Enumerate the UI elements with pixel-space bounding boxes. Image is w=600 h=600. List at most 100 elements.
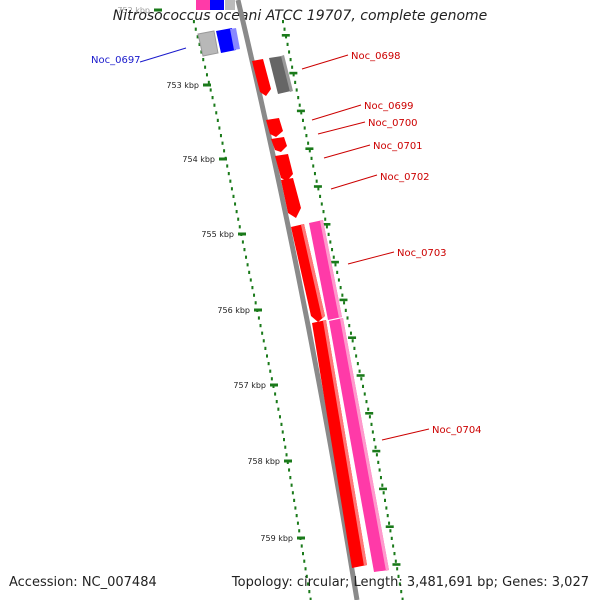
minor-tick [337, 278, 340, 282]
tick-label: 759 kbp [260, 534, 293, 543]
gene-label-noc-0699[interactable]: Noc_0699 [364, 101, 414, 112]
gene-label-leader [139, 47, 187, 63]
minor-tick [356, 362, 359, 366]
gene-label-noc-0704[interactable]: Noc_0704 [432, 425, 482, 436]
minor-tick [200, 50, 203, 54]
genome-backbone [235, 0, 360, 600]
minor-tick [194, 27, 197, 31]
gene-feature-noc-0697[interactable] [197, 28, 240, 57]
gene-label-noc-0702[interactable]: Noc_0702 [380, 172, 430, 183]
minor-tick [315, 179, 318, 183]
minor-tick [362, 384, 365, 388]
minor-tick [292, 73, 295, 77]
minor-tick [312, 164, 315, 168]
tick-label: 758 kbp [247, 457, 280, 466]
gene-feature-noc-0703[interactable] [291, 220, 342, 322]
gene-labels: Noc_0697 Noc_0698 Noc_0699 Noc_0700 Noc_0701… [91, 47, 482, 441]
gene-label-noc-0701[interactable]: Noc_0701 [373, 141, 423, 152]
outer-major-tick [385, 525, 394, 528]
minor-tick [283, 438, 285, 442]
minor-tick [223, 149, 226, 153]
minor-tick [385, 506, 388, 510]
minor-tick [310, 156, 313, 160]
gene-label-noc-0703[interactable]: Noc_0703 [397, 248, 447, 259]
minor-tick [346, 316, 349, 320]
minor-tick [397, 574, 400, 578]
minor-tick [368, 415, 371, 419]
minor-tick [267, 362, 270, 366]
minor-tick [300, 544, 303, 548]
minor-tick [251, 286, 254, 290]
gene-label-noc-0698[interactable]: Noc_0698 [351, 51, 401, 62]
minor-tick [309, 597, 312, 600]
gene-feature-noc-0700[interactable] [271, 137, 287, 152]
minor-tick [320, 202, 323, 206]
minor-tick [307, 141, 310, 145]
minor-tick [353, 346, 356, 350]
gene-label-leader [381, 428, 430, 441]
minor-tick [270, 377, 273, 381]
minor-tick [371, 430, 374, 434]
tick-label: 753 kbp [166, 81, 199, 90]
minor-tick [294, 80, 297, 84]
major-tick [154, 8, 162, 12]
minor-tick [334, 263, 337, 267]
outer-major-tick [339, 298, 348, 302]
minor-tick [373, 438, 376, 442]
minor-tick [375, 453, 378, 457]
minor-tick [300, 111, 303, 115]
minor-tick [230, 187, 233, 191]
minor-tick [245, 255, 248, 259]
minor-tick [322, 210, 325, 214]
minor-tick [289, 58, 292, 62]
minor-tick [226, 164, 229, 168]
minor-tick [291, 491, 294, 495]
minor-tick [213, 103, 216, 107]
gene-feature-noc-0701[interactable] [275, 154, 293, 181]
outer-major-tick [365, 412, 374, 415]
minor-tick [374, 445, 377, 449]
minor-tick [331, 248, 334, 252]
minor-tick [288, 50, 291, 54]
gene-feature-noc-0702[interactable] [281, 178, 301, 218]
gene-feature-noc-0699[interactable] [266, 118, 283, 137]
minor-tick [218, 126, 221, 130]
minor-tick [351, 339, 354, 343]
minor-tick [196, 35, 199, 39]
gene-label-leader [347, 251, 395, 265]
minor-tick [301, 118, 304, 122]
minor-tick [394, 559, 397, 563]
accession-text: Accession: NC_007484 [9, 575, 157, 590]
minor-tick [284, 445, 287, 449]
minor-tick [278, 415, 281, 419]
gene-label-noc-0700[interactable]: Noc_0700 [368, 118, 418, 129]
minor-tick [257, 316, 260, 320]
rna-feature-top [196, 0, 212, 10]
minor-tick [382, 491, 385, 495]
minor-tick [229, 179, 232, 183]
minor-tick [344, 308, 347, 312]
minor-tick [235, 210, 238, 214]
minor-tick [349, 331, 352, 335]
gene-label-leader [301, 54, 349, 70]
minor-tick [259, 324, 262, 328]
minor-tick [308, 590, 311, 594]
minor-tick [211, 96, 214, 100]
minor-tick [360, 377, 363, 381]
outer-major-tick [289, 71, 298, 75]
gene-feature-noc-0704[interactable] [312, 318, 389, 572]
major-tick [270, 383, 278, 387]
minor-tick [298, 529, 301, 533]
minor-tick [396, 567, 399, 571]
minor-tick [238, 225, 241, 229]
minor-tick [355, 354, 358, 358]
minor-tick [305, 134, 308, 138]
minor-tick [336, 270, 339, 274]
outer-major-tick [348, 336, 357, 339]
gene-label-noc-0697[interactable]: Noc_0697 [91, 55, 141, 66]
minor-tick [388, 521, 391, 525]
minor-tick [221, 141, 224, 145]
minor-tick [275, 400, 278, 404]
gene-feature-noc-0698[interactable] [252, 55, 293, 96]
